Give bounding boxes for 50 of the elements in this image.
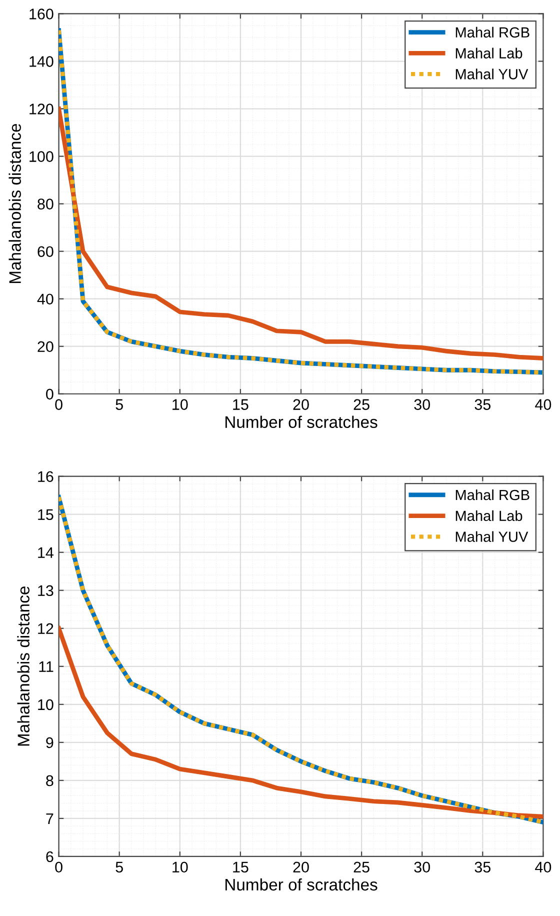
y-tick-label: 10 (38, 699, 54, 710)
line-series (58, 106, 544, 360)
x-tick-label: 35 (474, 399, 491, 410)
legend-label: Mahal RGB (456, 26, 530, 38)
x-axis-title: Number of scratches (225, 878, 378, 891)
y-tick-label: 9 (46, 737, 54, 748)
x-tick-label: 20 (293, 399, 309, 410)
y-tick-label: 20 (38, 341, 54, 352)
y-axis-title: Mahalanobis distance (8, 124, 21, 284)
y-tick-label: 7 (46, 813, 54, 824)
legend-label: Mahal RGB (456, 489, 530, 500)
y-tick-label: 40 (37, 294, 54, 305)
x-tick-label: 30 (414, 862, 430, 873)
x-tick-label: 5 (116, 399, 123, 410)
y-tick-label: 140 (30, 56, 54, 67)
legend-label: Mahal Lab (456, 48, 522, 58)
y-tick-label: 12 (38, 623, 54, 634)
y-axis-title: Mahalanobis distance (17, 586, 30, 746)
y-tick-label: 13 (38, 585, 54, 596)
y-tick-label: 120 (30, 104, 54, 114)
x-tick-label: 25 (354, 399, 370, 410)
x-tick-label: 40 (535, 862, 552, 873)
y-tick-label: 60 (38, 246, 54, 258)
y-tick-label: 6 (46, 851, 54, 862)
y-tick-label: 15 (38, 509, 54, 520)
x-tick-label: 0 (55, 399, 62, 410)
x-tick-label: 0 (55, 862, 62, 873)
y-tick-label: 100 (30, 151, 54, 162)
legend-label: Mahal YUV (456, 531, 528, 542)
x-tick-label: 20 (293, 862, 309, 873)
y-tick-label: 14 (38, 547, 54, 558)
y-tick-label: 80 (38, 198, 54, 210)
x-tick-label: 15 (233, 399, 248, 410)
y-tick-label: 8 (46, 775, 54, 786)
x-tick-label: 10 (172, 399, 188, 410)
y-tick-label: 0 (46, 388, 54, 400)
y-tick-label: 11 (39, 661, 54, 672)
x-tick-label: 15 (233, 862, 248, 873)
x-tick-label: 40 (535, 399, 552, 410)
x-axis-title: Number of scratches (225, 416, 378, 428)
y-tick-label: 16 (38, 471, 54, 482)
legend-label: Mahal YUV (456, 68, 528, 80)
x-tick-label: 5 (116, 862, 123, 873)
x-tick-label: 30 (414, 399, 430, 410)
x-tick-label: 35 (474, 862, 491, 873)
legend-label: Mahal Lab (456, 510, 522, 522)
y-tick-label: 160 (30, 8, 54, 20)
x-tick-label: 25 (354, 862, 370, 873)
x-tick-label: 10 (172, 862, 188, 873)
line-series (58, 626, 544, 819)
